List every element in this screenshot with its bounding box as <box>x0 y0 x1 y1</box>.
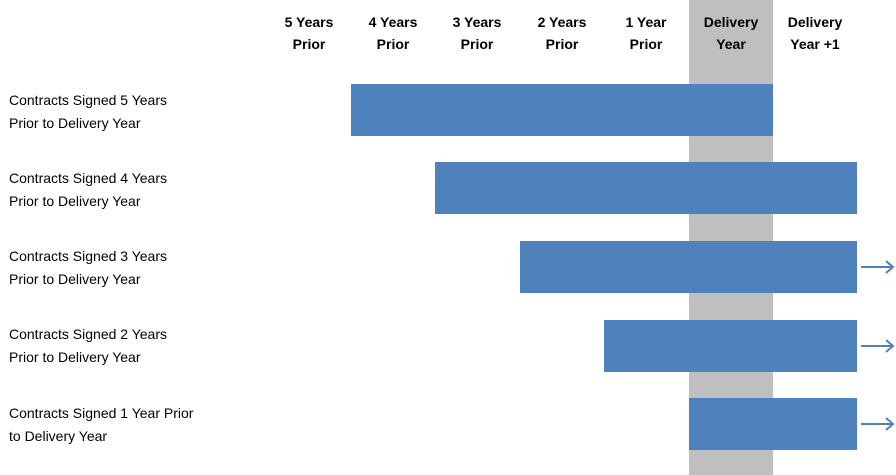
row-label-4-years-prior: Contracts Signed 4 Years Prior to Deliver… <box>9 170 167 209</box>
continuation-arrow-icon <box>861 260 895 274</box>
contract-bar-4-years-prior <box>435 162 857 214</box>
contract-bar-3-years-prior <box>520 241 857 293</box>
row-label-1-year-prior: Contracts Signed 1 Year Prior to Delivery… <box>9 405 194 444</box>
column-header-delivery-year: Delivery Year <box>703 14 759 52</box>
column-header-3-years-prior: 3 Years Prior <box>452 14 502 52</box>
column-header-4-years-prior: 4 Years Prior <box>368 14 418 52</box>
continuation-arrow-icon <box>861 339 895 353</box>
row-label-5-years-prior: Contracts Signed 5 Years Prior to Deliver… <box>9 92 167 131</box>
column-header-5-years-prior: 5 Years Prior <box>284 14 334 52</box>
column-header-delivery-year-plus-1: Delivery Year +1 <box>787 14 843 52</box>
row-label-3-years-prior: Contracts Signed 3 Years Prior to Deliver… <box>9 248 167 287</box>
column-header-1-year-prior: 1 Year Prior <box>625 14 667 52</box>
row-label-2-years-prior: Contracts Signed 2 Years Prior to Deliver… <box>9 326 167 365</box>
contract-bar-5-years-prior <box>351 84 773 136</box>
contract-bar-2-years-prior <box>604 320 857 372</box>
contract-bar-1-year-prior <box>689 398 857 450</box>
continuation-arrow-icon <box>861 417 895 431</box>
delivery-year-highlight-column <box>689 0 773 475</box>
column-header-2-years-prior: 2 Years Prior <box>537 14 587 52</box>
